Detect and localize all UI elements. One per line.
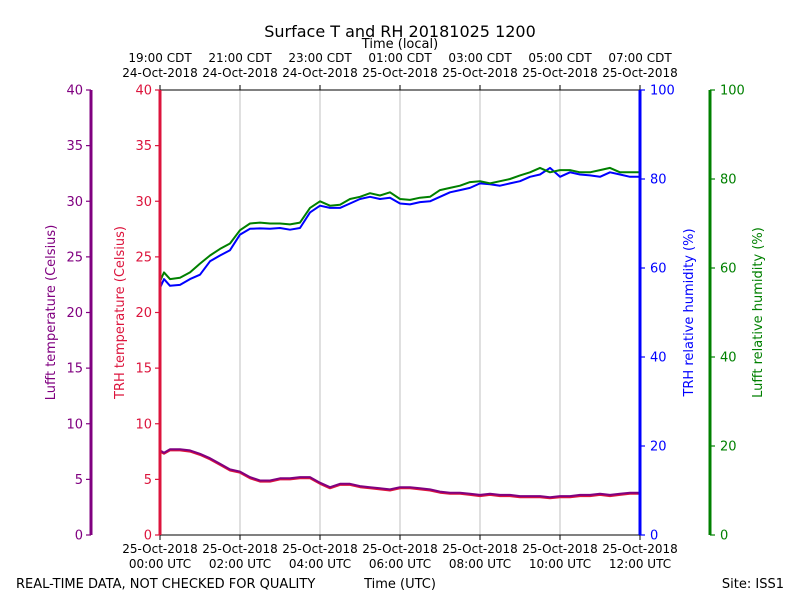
trh_rh-tick-label: 40 xyxy=(650,351,667,366)
lufft_rh-tick-label: 100 xyxy=(720,84,745,99)
x-tick-time: 04:00 UTC xyxy=(289,557,351,571)
lufft_rh-axis-label: Lufft relative humidity (%) xyxy=(751,227,766,398)
lufft_rh-tick-label: 0 xyxy=(720,529,728,544)
x-tick-date: 25-Oct-2018 xyxy=(442,542,518,556)
lufft_temp-tick-label: 35 xyxy=(66,139,83,154)
lufft_temp-tick-label: 5 xyxy=(75,473,83,488)
top-x-tick-date: 24-Oct-2018 xyxy=(122,66,198,80)
trh_temp-tick-label: 0 xyxy=(144,529,152,544)
lufft_rh-tick-label: 20 xyxy=(720,440,737,455)
lufft_rh-tick-label: 40 xyxy=(720,351,737,366)
lufft_temp-tick-label: 40 xyxy=(66,84,83,99)
trh_temp-tick-label: 20 xyxy=(135,306,152,321)
top-x-tick-date: 25-Oct-2018 xyxy=(602,66,678,80)
lufft_temp-axis-label: Lufft temperature (Celsius) xyxy=(44,225,59,401)
trh_temp-tick-label: 40 xyxy=(135,84,152,99)
x-tick-time: 00:00 UTC xyxy=(129,557,191,571)
site-label: Site: ISS1 xyxy=(722,577,784,592)
x-tick-date: 25-Oct-2018 xyxy=(602,542,678,556)
series-layer xyxy=(159,166,640,500)
trh_temp-tick-label: 30 xyxy=(135,195,152,210)
series-line-trh-temperature xyxy=(159,449,640,500)
top-x-tick-time: 07:00 CDT xyxy=(608,51,672,65)
lufft_temp-tick-label: 20 xyxy=(66,306,83,321)
top-x-tick-date: 24-Oct-2018 xyxy=(202,66,278,80)
trh_temp-tick-label: 15 xyxy=(135,362,152,377)
x-tick-date: 25-Oct-2018 xyxy=(282,542,358,556)
x-tick-time: 12:00 UTC xyxy=(609,557,671,571)
chart-title: Surface T and RH 20181025 1200 xyxy=(264,22,536,41)
trh_temp-tick-label: 10 xyxy=(135,417,152,432)
series-line-lufft-relative-humidity xyxy=(159,166,640,282)
lufft_temp-tick-label: 15 xyxy=(66,362,83,377)
lufft_temp-tick-label: 0 xyxy=(75,529,83,544)
top-x-tick-time: 23:00 CDT xyxy=(288,51,352,65)
trh_temp-tick-label: 25 xyxy=(135,250,152,265)
lufft_rh-tick-label: 60 xyxy=(720,262,737,277)
series-line-trh-relative-humidity xyxy=(159,166,640,289)
trh_rh-axis-label: TRH relative humidity (%) xyxy=(682,228,697,397)
lufft_temp-tick-label: 10 xyxy=(66,417,83,432)
gridlines xyxy=(239,90,561,535)
x-tick-date: 25-Oct-2018 xyxy=(202,542,278,556)
top-x-tick-date: 25-Oct-2018 xyxy=(442,66,518,80)
trh_rh-tick-label: 0 xyxy=(650,529,658,544)
top-axis-label: Time (local) xyxy=(361,37,438,52)
top-x-tick-time: 19:00 CDT xyxy=(128,51,192,65)
lufft_temp-tick-label: 30 xyxy=(66,195,83,210)
top-x-tick-date: 24-Oct-2018 xyxy=(282,66,358,80)
top-x-tick-time: 05:00 CDT xyxy=(528,51,592,65)
quality-disclaimer: REAL-TIME DATA, NOT CHECKED FOR QUALITY xyxy=(16,577,315,592)
trh_rh-tick-label: 80 xyxy=(650,173,667,188)
trh_rh-tick-label: 60 xyxy=(650,262,667,277)
x-tick-date: 25-Oct-2018 xyxy=(362,542,438,556)
x-tick-time: 06:00 UTC xyxy=(369,557,431,571)
x-tick-time: 08:00 UTC xyxy=(449,557,511,571)
x-tick-time: 10:00 UTC xyxy=(529,557,591,571)
bottom-axis-label: Time (UTC) xyxy=(363,577,436,592)
lufft_rh-tick-label: 80 xyxy=(720,173,737,188)
series-line-lufft-temperature xyxy=(159,448,640,499)
top-x-tick-time: 03:00 CDT xyxy=(448,51,512,65)
top-x-tick-time: 21:00 CDT xyxy=(208,51,272,65)
top-x-tick-date: 25-Oct-2018 xyxy=(362,66,438,80)
x-tick-time: 02:00 UTC xyxy=(209,557,271,571)
top-x-tick-date: 25-Oct-2018 xyxy=(522,66,598,80)
trh_rh-tick-label: 20 xyxy=(650,440,667,455)
x-tick-date: 25-Oct-2018 xyxy=(522,542,598,556)
y-axes: 0 5 10 15 20 25 30 35 40 Lufft temperature (Celsi… xyxy=(44,84,766,544)
trh_temp-tick-label: 5 xyxy=(144,473,152,488)
trh_temp-tick-label: 35 xyxy=(135,139,152,154)
trh_temp-axis-label: TRH temperature (Celsius) xyxy=(113,226,128,400)
trh_rh-tick-label: 100 xyxy=(650,84,675,99)
top-x-tick-time: 01:00 CDT xyxy=(368,51,432,65)
x-tick-date: 25-Oct-2018 xyxy=(122,542,198,556)
lufft_temp-tick-label: 25 xyxy=(66,250,83,265)
